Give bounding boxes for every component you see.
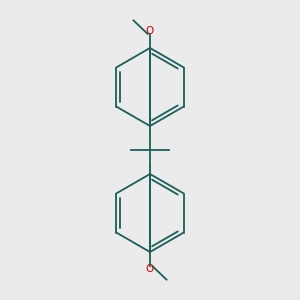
Text: O: O: [146, 26, 154, 37]
Text: O: O: [146, 263, 154, 274]
